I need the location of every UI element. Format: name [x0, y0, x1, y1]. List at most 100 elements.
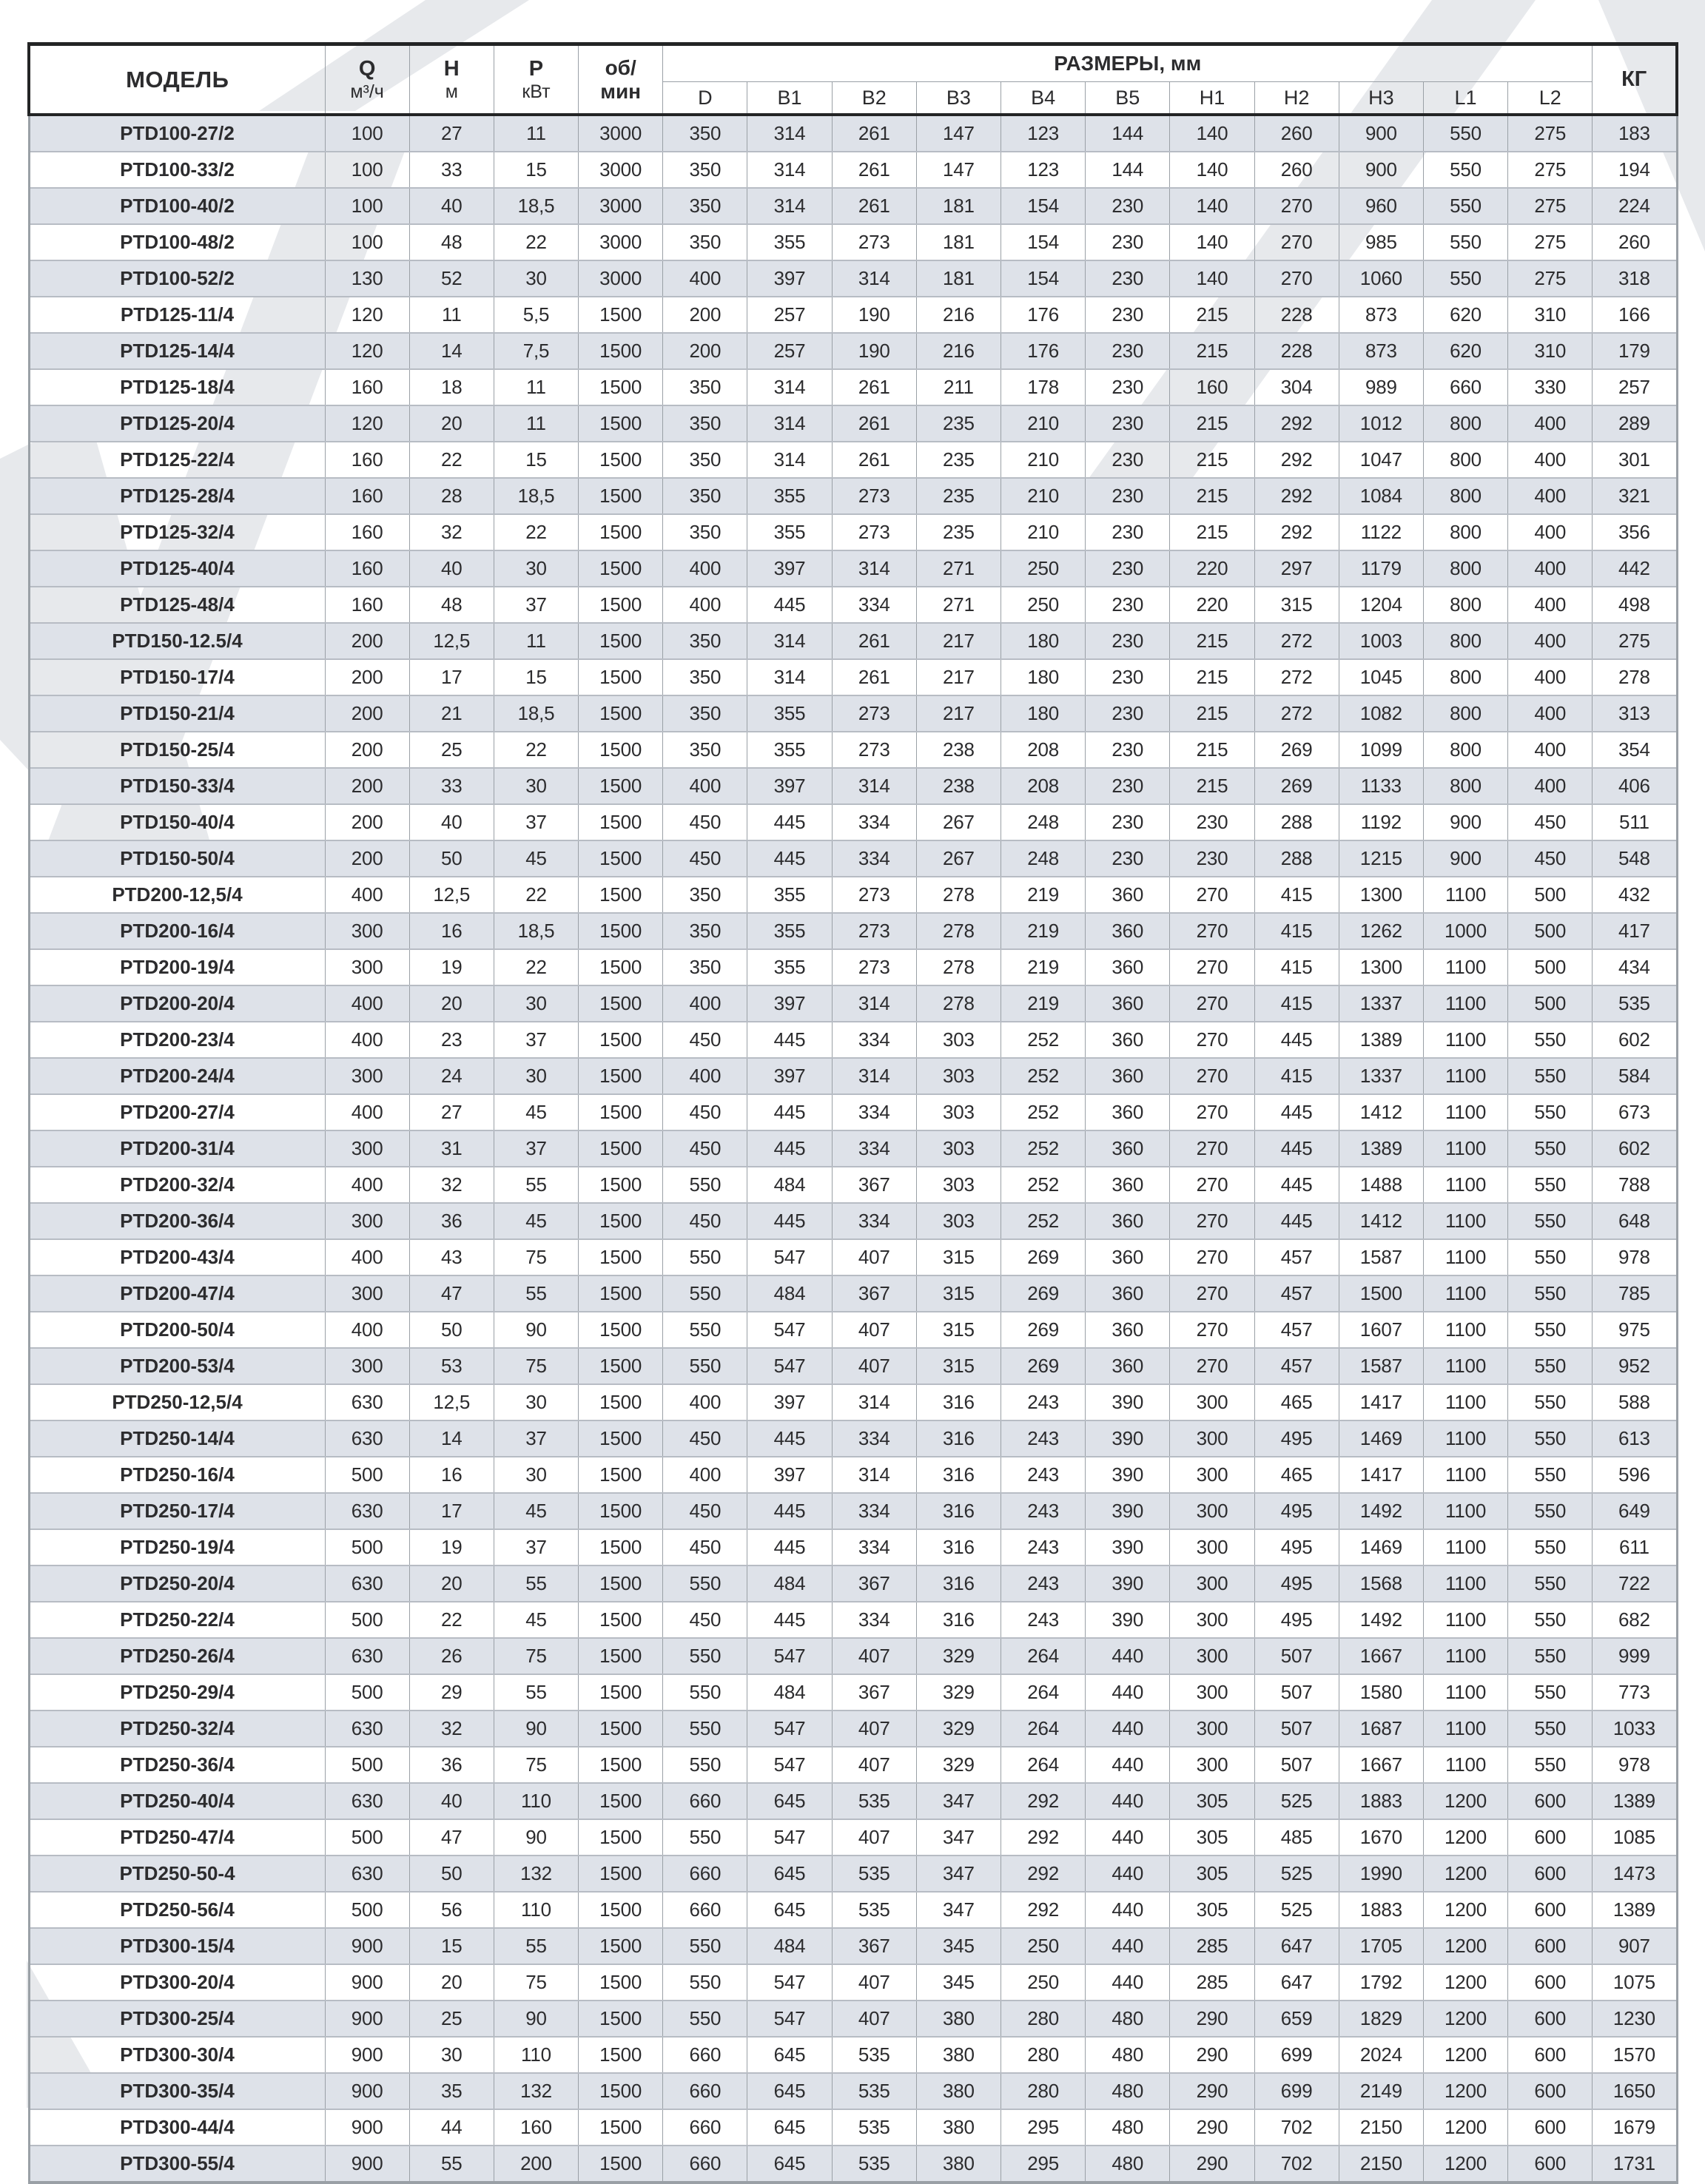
value-cell: 15 [493, 151, 579, 189]
value-cell: 400 [662, 1057, 748, 1095]
value-cell: 407 [831, 1710, 917, 1747]
value-cell: 272 [1254, 622, 1339, 660]
value-cell: 1500 [578, 912, 664, 950]
value-cell: 220 [1169, 550, 1255, 587]
table-row: PTD250-14/4 630 14 37 1500 450 445 334 316 243 390… [27, 1420, 1678, 1457]
value-cell: 630 [324, 1383, 410, 1421]
value-cell: 407 [831, 1819, 917, 1856]
value-cell: 224 [1592, 187, 1678, 225]
value-cell: 989 [1338, 368, 1424, 406]
value-cell: 550 [662, 1166, 748, 1204]
value-cell: 550 [1507, 1130, 1593, 1167]
value-cell: 407 [831, 2000, 917, 2038]
value-cell: 1500 [578, 1456, 664, 1494]
value-cell: 1133 [1338, 767, 1424, 805]
value-cell: 350 [662, 477, 748, 515]
value-cell: 316 [915, 1492, 1002, 1530]
value-cell: 535 [831, 2072, 917, 2110]
model-cell: PTD300-20/4 [27, 1964, 326, 2001]
value-cell: 330 [1507, 368, 1593, 406]
value-cell: 873 [1338, 332, 1424, 370]
value-cell: 360 [1085, 1275, 1171, 1312]
value-cell: 1500 [578, 550, 664, 587]
table-row: PTD200-16/4 300 16 18,5 1500 350 355 273 278 219 3… [27, 912, 1678, 950]
value-cell: 273 [831, 223, 917, 261]
value-cell: 334 [831, 1093, 917, 1131]
value-cell: 290 [1169, 2072, 1255, 2110]
value-cell: 645 [747, 2145, 833, 2184]
value-cell: 154 [1000, 187, 1086, 225]
table-row: PTD300-35/4 900 35 132 1500 660 645 535 380 280 48… [27, 2072, 1678, 2110]
value-cell: 160 [324, 586, 410, 624]
model-cell: PTD200-19/4 [27, 948, 326, 986]
value-cell: 440 [1085, 1746, 1171, 1784]
value-cell: 600 [1507, 1891, 1593, 1929]
value-cell: 300 [1169, 1420, 1255, 1457]
table-row: PTD200-31/4 300 31 37 1500 450 445 334 303 252 360… [27, 1130, 1678, 1167]
value-cell: 303 [915, 1093, 1002, 1131]
value-cell: 773 [1592, 1674, 1678, 1711]
model-cell: PTD250-14/4 [27, 1420, 326, 1457]
value-cell: 300 [1169, 1492, 1255, 1530]
model-cell: PTD100-33/2 [27, 151, 326, 189]
value-cell: 550 [1507, 1093, 1593, 1131]
value-cell: 1587 [1338, 1238, 1424, 1276]
value-cell: 445 [747, 1420, 833, 1457]
value-cell: 1100 [1422, 1130, 1509, 1167]
value-cell: 445 [1254, 1093, 1339, 1131]
value-cell: 400 [662, 1383, 748, 1421]
model-cell: PTD200-31/4 [27, 1130, 326, 1167]
value-cell: 1500 [578, 2145, 664, 2184]
value-cell: 215 [1169, 767, 1255, 805]
value-cell: 350 [662, 187, 748, 225]
value-cell: 270 [1169, 985, 1255, 1022]
value-cell: 1100 [1422, 1674, 1509, 1711]
value-cell: 140 [1169, 260, 1255, 297]
value-cell: 303 [915, 1166, 1002, 1204]
value-cell: 120 [324, 405, 410, 442]
value-cell: 367 [831, 1927, 917, 1965]
value-cell: 230 [1169, 803, 1255, 841]
value-cell: 20 [408, 1964, 494, 2001]
value-cell: 1500 [578, 1565, 664, 1602]
table-row: PTD125-11/4 120 11 5,5 1500 200 257 190 216 176 23… [27, 296, 1678, 334]
value-cell: 722 [1592, 1565, 1678, 1602]
value-cell: 1085 [1592, 1819, 1678, 1856]
value-cell: 547 [747, 2000, 833, 2038]
value-cell: 1389 [1338, 1021, 1424, 1059]
value-cell: 179 [1592, 332, 1678, 370]
value-cell: 26 [408, 1637, 494, 1675]
value-cell: 313 [1592, 695, 1678, 732]
value-cell: 334 [831, 840, 917, 877]
model-cell: PTD250-29/4 [27, 1674, 326, 1711]
value-cell: 329 [915, 1746, 1002, 1784]
value-cell: 270 [1169, 912, 1255, 950]
p-label: Р [528, 57, 544, 81]
table-row: PTD200-20/4 400 20 30 1500 400 397 314 278 219 360… [27, 985, 1678, 1022]
value-cell: 269 [1000, 1311, 1086, 1349]
value-cell: 952 [1592, 1347, 1678, 1385]
h-label: Н [443, 57, 460, 81]
value-cell: 440 [1085, 1927, 1171, 1965]
table-row: PTD150-25/4 200 25 22 1500 350 355 273 238 208 230… [27, 731, 1678, 769]
value-cell: 36 [408, 1746, 494, 1784]
value-cell: 1469 [1338, 1529, 1424, 1566]
model-cell: PTD200-16/4 [27, 912, 326, 950]
value-cell: 500 [324, 1456, 410, 1494]
value-cell: 347 [915, 1891, 1002, 1929]
value-cell: 316 [915, 1529, 1002, 1566]
value-cell: 457 [1254, 1347, 1339, 1385]
value-cell: 270 [1169, 1130, 1255, 1167]
value-cell: 450 [662, 1021, 748, 1059]
value-cell: 215 [1169, 441, 1255, 479]
value-cell: 321 [1592, 477, 1678, 515]
table-row: PTD125-28/4 160 28 18,5 1500 350 355 273 235 210 2… [27, 477, 1678, 515]
value-cell: 303 [915, 1021, 1002, 1059]
value-cell: 450 [662, 840, 748, 877]
value-cell: 1500 [578, 1782, 664, 1820]
value-cell: 500 [324, 1819, 410, 1856]
value-cell: 785 [1592, 1275, 1678, 1312]
value-cell: 270 [1169, 1166, 1255, 1204]
value-cell: 217 [915, 622, 1002, 660]
value-cell: 907 [1592, 1927, 1678, 1965]
